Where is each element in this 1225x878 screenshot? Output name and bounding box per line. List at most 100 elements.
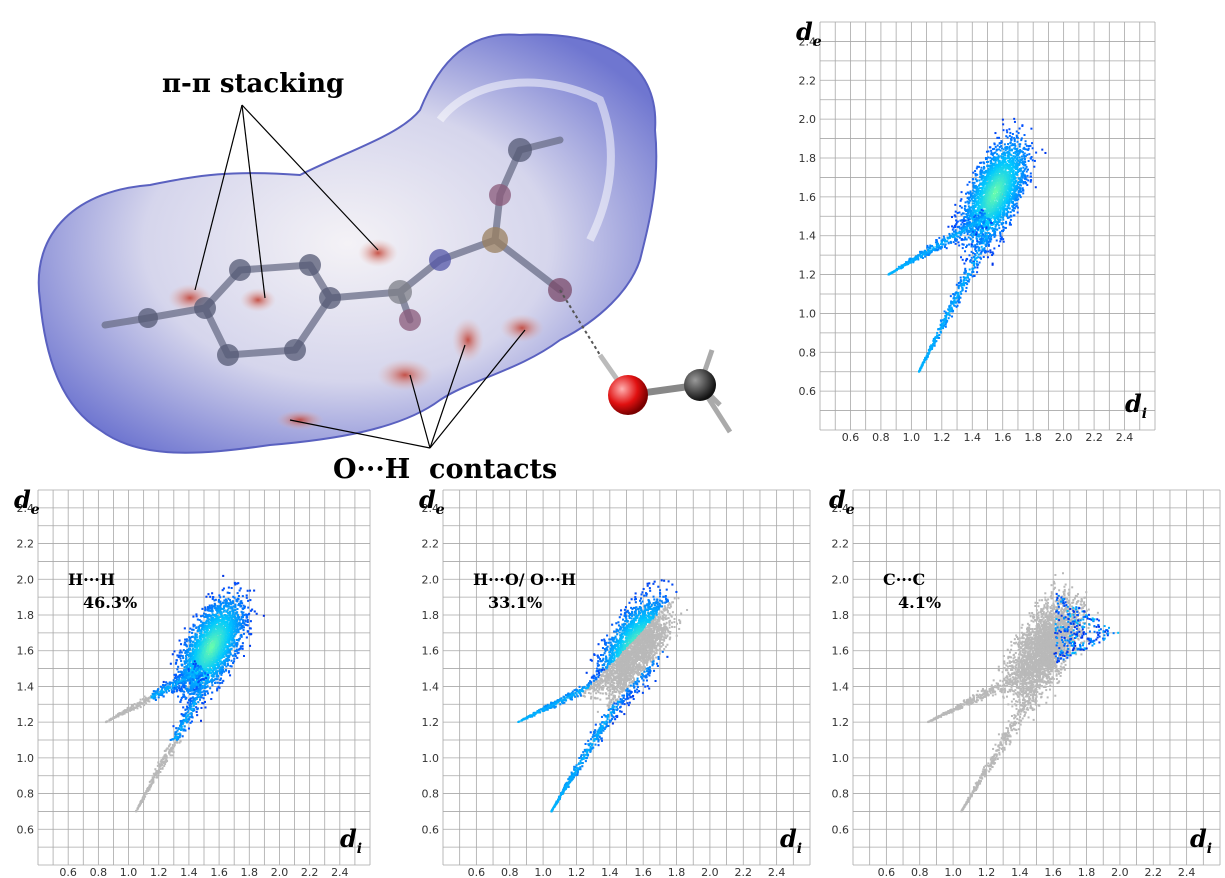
- data-point: [985, 221, 988, 224]
- data-point: [987, 197, 990, 200]
- data-point: [971, 181, 974, 184]
- data-point: [1012, 144, 1015, 147]
- data-point: [990, 234, 993, 237]
- y-tick-label: 0.6: [17, 823, 35, 836]
- data-point: [992, 233, 995, 236]
- data-point: [971, 196, 974, 199]
- data-point: [991, 171, 994, 174]
- data-point: [977, 207, 980, 210]
- data-point: [944, 243, 947, 246]
- data-point: [1013, 188, 1016, 191]
- data-point: [984, 203, 987, 206]
- data-point: [961, 243, 964, 246]
- data-point: [968, 278, 971, 281]
- data-point: [997, 204, 1000, 207]
- data-point: [993, 228, 996, 231]
- data-point: [982, 249, 985, 252]
- data-point: [1000, 204, 1003, 207]
- data-point: [989, 164, 992, 167]
- data-point: [1034, 186, 1037, 189]
- data-point: [987, 156, 990, 159]
- data-point: [1011, 179, 1014, 182]
- data-point: [897, 265, 900, 268]
- data-point: [936, 331, 939, 334]
- data-point: [954, 239, 957, 242]
- data-point: [973, 224, 976, 227]
- data-point: [895, 268, 898, 271]
- data-point: [1012, 194, 1015, 197]
- data-point: [994, 221, 997, 224]
- data-point: [931, 244, 934, 247]
- data-point: [988, 218, 991, 221]
- data-point: [975, 246, 978, 249]
- data-point: [993, 210, 996, 213]
- data-point: [1013, 187, 1016, 190]
- data-point: [1009, 192, 1012, 195]
- data-point: [989, 159, 992, 162]
- data-point: [997, 159, 1000, 162]
- data-point: [977, 248, 980, 251]
- data-point: [983, 212, 986, 215]
- data-point: [1012, 164, 1015, 167]
- data-point: [1006, 131, 1009, 134]
- data-point: [975, 217, 978, 220]
- data-point: [980, 218, 983, 221]
- data-point: [966, 227, 969, 230]
- data-point: [973, 233, 976, 236]
- data-point: [990, 151, 993, 154]
- data-point: [1008, 168, 1011, 171]
- data-point: [961, 219, 964, 222]
- data-point: [971, 223, 974, 226]
- data-point: [1019, 188, 1022, 191]
- data-point: [1015, 168, 1018, 171]
- data-point: [975, 185, 978, 188]
- data-point: [987, 150, 990, 153]
- data-point: [996, 136, 999, 139]
- data-point: [961, 221, 964, 224]
- data-point: [965, 192, 968, 195]
- data-point: [982, 198, 985, 201]
- data-point: [1004, 192, 1007, 195]
- data-point: [1009, 162, 1012, 165]
- data-point: [997, 188, 1000, 191]
- data-point: [983, 247, 986, 250]
- data-point: [971, 217, 974, 220]
- data-point: [998, 203, 1001, 206]
- data-point: [985, 206, 988, 209]
- y-tick-label: 2.0: [799, 113, 817, 126]
- data-point: [959, 281, 962, 284]
- data-point: [1000, 176, 1003, 179]
- oxygen-atom: [608, 375, 648, 415]
- data-point: [987, 167, 990, 170]
- data-point: [946, 240, 949, 243]
- data-point: [952, 226, 955, 229]
- data-point: [1006, 205, 1009, 208]
- data-point: [983, 221, 986, 224]
- data-point: [1011, 200, 1014, 203]
- data-point: [973, 216, 976, 219]
- data-point: [1013, 156, 1016, 159]
- data-point: [996, 193, 999, 196]
- y-tick-label: 1.2: [799, 269, 817, 282]
- data-point: [976, 173, 979, 176]
- y-tick-label: 1.8: [17, 609, 35, 622]
- data-point: [981, 207, 984, 210]
- data-point: [971, 275, 974, 278]
- data-point: [983, 239, 986, 242]
- data-point: [977, 165, 980, 168]
- data-point: [1021, 160, 1024, 163]
- data-point: [987, 243, 990, 246]
- data-point: [1010, 139, 1013, 142]
- data-point: [1002, 225, 1005, 228]
- data-point: [979, 182, 982, 185]
- data-point: [1026, 174, 1029, 177]
- data-point: [978, 179, 981, 182]
- data-point: [1006, 162, 1009, 165]
- data-point: [957, 286, 960, 289]
- data-point: [967, 196, 970, 199]
- data-point: [1000, 186, 1003, 189]
- data-point: [990, 173, 993, 176]
- data-point: [1016, 194, 1019, 197]
- data-point: [998, 174, 1001, 177]
- data-point: [982, 210, 985, 213]
